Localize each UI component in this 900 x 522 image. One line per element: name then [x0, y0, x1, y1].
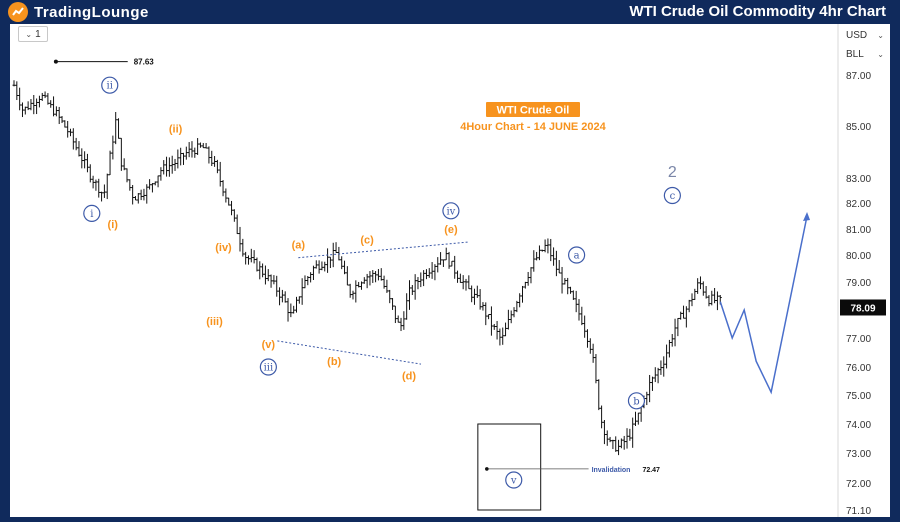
wave-label-(b): (b) [327, 356, 341, 368]
y-tick-label: 76.00 [846, 363, 871, 374]
chevron-down-icon: ⌄ [877, 30, 884, 40]
triangle-lower-line [277, 340, 422, 365]
high-marker-value: 87.63 [134, 58, 155, 67]
wave-label-(d): (d) [402, 370, 416, 382]
interval-label: 1 [35, 28, 41, 40]
wave-label-circle [259, 358, 277, 376]
wave-label-(a): (a) [292, 240, 306, 252]
y-tick-label: 77.00 [846, 334, 871, 345]
chart-title: WTI Crude Oil [497, 105, 570, 117]
wave-label-c: c [670, 191, 676, 202]
chart-area[interactable]: 87.00 85.00 83.00 82.00 81.00 80.00 79.00 77.00… [10, 24, 890, 517]
invalidation-label: Invalidation [592, 467, 631, 474]
triangle-upper-line [298, 241, 469, 259]
wave-label-iv: iv [446, 206, 455, 217]
y-tick-label: 74.00 [846, 420, 871, 431]
projection-line [719, 215, 808, 395]
y-tick-label: 82.00 [846, 199, 871, 210]
wave-label-b: b [633, 396, 639, 407]
y-tick-label: 71.10 [846, 506, 871, 517]
wave-label-ii: ii [107, 81, 113, 92]
y-tick-label: 87.00 [846, 71, 871, 82]
invalidation-box [477, 423, 542, 511]
invalidation-dot [485, 467, 489, 471]
logo-icon [8, 2, 28, 22]
wave-label-circle [627, 392, 646, 410]
y-tick-label: 80.00 [846, 251, 871, 262]
wave-label-(v): (v) [262, 339, 276, 351]
y-tick-label: 81.00 [846, 225, 871, 236]
y-tick-label: 75.00 [846, 391, 871, 402]
page-title: WTI Crude Oil Commodity 4hr Chart [629, 3, 886, 20]
wave-label-v: v [510, 476, 517, 487]
wave-label-circle [663, 186, 681, 205]
y-tick-label: 72.00 [846, 479, 871, 490]
wave-label-(i): (i) [108, 219, 119, 231]
logo: TradingLounge [8, 2, 149, 22]
interval-button[interactable]: ⌄ 1 [18, 26, 48, 42]
unit-label: BLL [846, 48, 864, 60]
y-tick-label: 79.00 [846, 278, 871, 289]
unit-select[interactable]: BLL ⌄ [846, 47, 884, 61]
wave-label-circle [568, 246, 586, 264]
price-chart[interactable]: 87.00 85.00 83.00 82.00 81.00 80.00 79.00 77.00… [10, 24, 890, 517]
wave-label-iii: iii [264, 363, 274, 374]
wave-label-i: i [90, 209, 93, 220]
wave-label-(e): (e) [444, 224, 458, 236]
chevron-down-icon: ⌄ [877, 49, 884, 59]
y-tick-label: 83.00 [846, 174, 871, 185]
wave-label-circle [442, 202, 460, 220]
wave-label-circle [505, 471, 523, 489]
chart-subtitle: 4Hour Chart - 14 JUNE 2024 [460, 121, 606, 133]
currency-select[interactable]: USD ⌄ [846, 28, 884, 42]
projection-arrowhead [803, 212, 811, 221]
last-price-value: 78.09 [850, 303, 875, 314]
high-marker-dot [53, 59, 58, 64]
wave-label-(c): (c) [360, 234, 374, 246]
wave-label-(ii): (ii) [169, 124, 183, 136]
wave-label-a: a [574, 251, 580, 262]
wave-label-2: 2 [668, 164, 677, 181]
title-box-bg [486, 102, 580, 117]
invalidation-value: 72.47 [642, 467, 660, 474]
logo-text: TradingLounge [34, 3, 149, 21]
last-price-tag [840, 299, 886, 316]
y-tick-label: 73.00 [846, 449, 871, 460]
y-tick-label: 85.00 [846, 122, 871, 133]
wave-label-circle [101, 76, 119, 94]
currency-label: USD [846, 29, 868, 41]
header-bar: TradingLounge WTI Crude Oil Commodity 4h… [0, 0, 900, 24]
wave-label-(iv): (iv) [215, 242, 232, 254]
wave-label-(iii): (iii) [206, 316, 223, 328]
wave-label-circle [83, 204, 101, 222]
chevron-down-icon: ⌄ [25, 29, 33, 39]
